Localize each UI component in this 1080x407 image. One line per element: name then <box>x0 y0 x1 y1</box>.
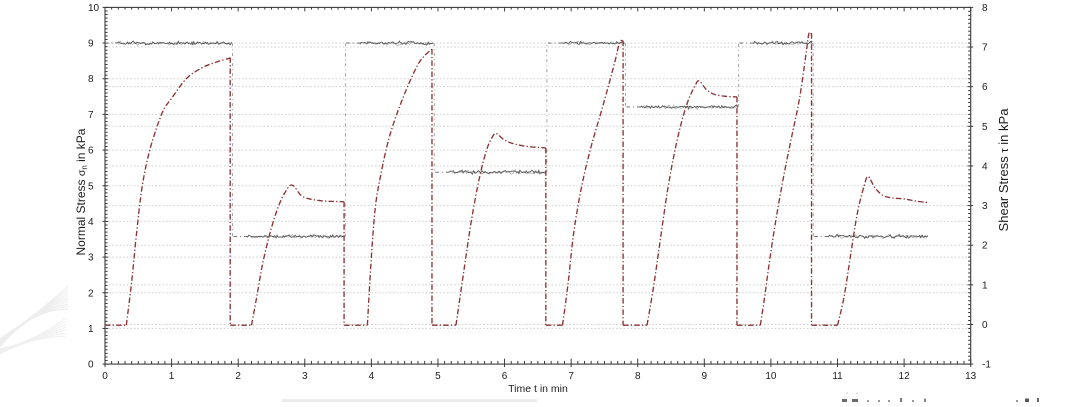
svg-text:6: 6 <box>982 82 988 93</box>
svg-text:10: 10 <box>88 3 100 14</box>
svg-text:10: 10 <box>765 371 777 382</box>
svg-text:1: 1 <box>982 280 988 291</box>
svg-text:12: 12 <box>899 371 911 382</box>
svg-text:8: 8 <box>88 74 94 85</box>
svg-text:4: 4 <box>88 217 94 228</box>
svg-text:9: 9 <box>702 371 708 382</box>
svg-text:7: 7 <box>568 371 574 382</box>
svg-text:6: 6 <box>88 146 94 157</box>
svg-text:-1: -1 <box>982 360 991 371</box>
svg-text:2: 2 <box>982 241 988 252</box>
svg-text:9: 9 <box>88 39 94 50</box>
svg-text:7: 7 <box>982 43 988 54</box>
svg-text:0: 0 <box>102 371 108 382</box>
svg-text:2: 2 <box>88 288 94 299</box>
svg-text:3: 3 <box>302 371 308 382</box>
svg-text:4: 4 <box>369 371 375 382</box>
svg-text:1: 1 <box>169 371 175 382</box>
svg-text:13: 13 <box>965 371 977 382</box>
svg-text:5: 5 <box>435 371 441 382</box>
svg-text:11: 11 <box>832 371 843 382</box>
svg-text:7: 7 <box>88 110 94 121</box>
svg-text:Shear Stress τ in kPa: Shear Stress τ in kPa <box>996 108 1011 232</box>
svg-text:0: 0 <box>982 320 988 331</box>
svg-text:5: 5 <box>982 122 988 133</box>
svg-text:8: 8 <box>982 3 988 14</box>
svg-text:8: 8 <box>635 371 641 382</box>
svg-text:2: 2 <box>235 371 241 382</box>
svg-text:3: 3 <box>88 253 94 264</box>
svg-text:1: 1 <box>88 324 94 335</box>
svg-text:5: 5 <box>88 181 94 192</box>
svg-text:0: 0 <box>88 360 94 371</box>
svg-text:3: 3 <box>982 201 988 212</box>
svg-text:Normal Stress σn in kPa: Normal Stress σn in kPa <box>74 128 89 255</box>
svg-text:4: 4 <box>982 161 988 172</box>
svg-text:Time t in min: Time t in min <box>508 383 568 395</box>
svg-text:6: 6 <box>502 371 508 382</box>
